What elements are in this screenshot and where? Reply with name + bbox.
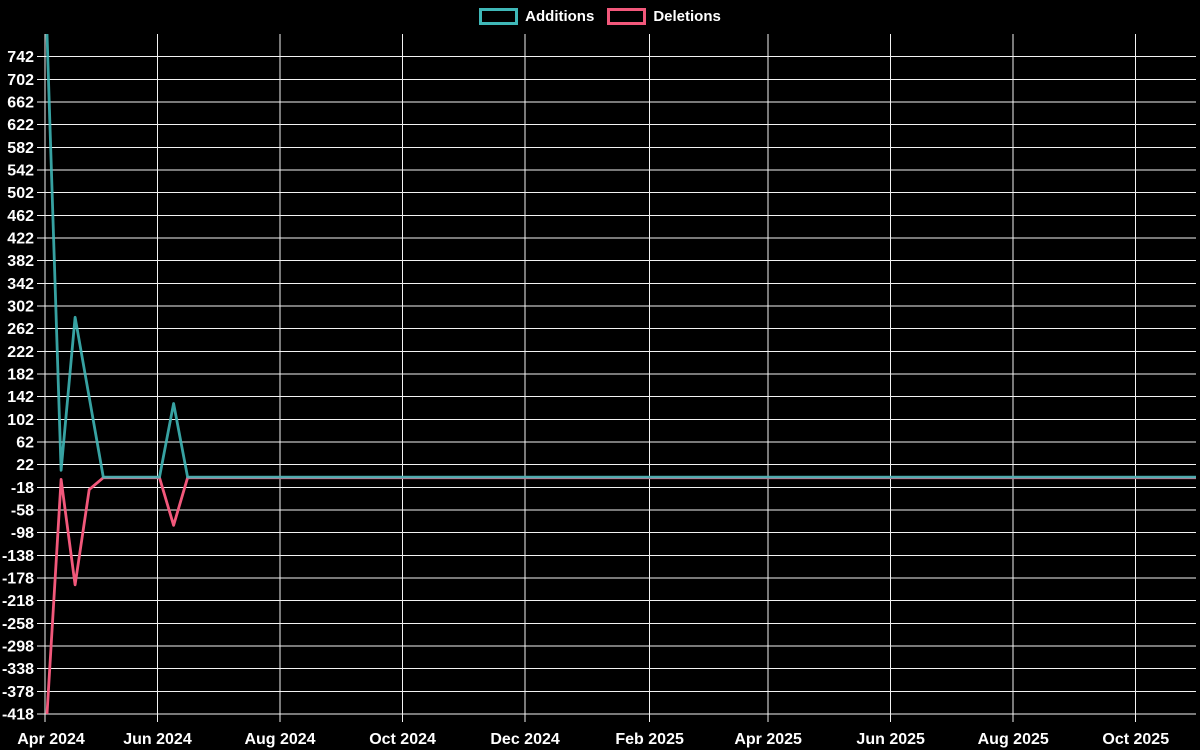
y-tick-label: 102 [7, 412, 34, 429]
y-tick-label: -58 [11, 503, 34, 520]
x-tick-label: Jun 2025 [856, 731, 925, 748]
y-tick-label: 62 [16, 435, 34, 452]
y-tick-label: 22 [16, 457, 34, 474]
x-tick-label: Aug 2024 [244, 731, 315, 748]
y-tick-label: 142 [7, 389, 34, 406]
y-tick-label: 662 [7, 95, 34, 112]
y-tick-label: 302 [7, 299, 34, 316]
x-tick-label: Aug 2025 [978, 731, 1049, 748]
x-tick-label: Jun 2024 [123, 731, 192, 748]
x-tick-label: Oct 2024 [369, 731, 436, 748]
y-tick-label: 502 [7, 185, 34, 202]
x-tick-label: Oct 2025 [1102, 731, 1169, 748]
y-tick-label: -378 [2, 684, 34, 701]
y-tick-label: 582 [7, 140, 34, 157]
y-tick-label: -98 [11, 525, 34, 542]
deletions-swatch-icon [607, 8, 647, 25]
y-tick-label: 422 [7, 231, 34, 248]
x-tick-label: Apr 2025 [734, 731, 802, 748]
y-tick-label: 742 [7, 49, 34, 66]
chart-legend: Additions Deletions [0, 8, 1200, 25]
y-tick-label: 542 [7, 163, 34, 180]
y-tick-label: 462 [7, 208, 34, 225]
legend-item-deletions[interactable]: Deletions [607, 8, 721, 25]
x-tick-label: Feb 2025 [615, 731, 684, 748]
y-tick-label: 622 [7, 117, 34, 134]
y-tick-label: -18 [11, 480, 34, 497]
deletions-line [45, 476, 1196, 715]
y-tick-label: -418 [2, 707, 34, 724]
y-tick-label: 262 [7, 321, 34, 338]
y-tick-label: 342 [7, 276, 34, 293]
additions-swatch-icon [479, 8, 519, 25]
y-tick-label: -138 [2, 548, 34, 565]
y-tick-label: -178 [2, 571, 34, 588]
legend-item-additions[interactable]: Additions [479, 8, 594, 25]
y-tick-label: 382 [7, 253, 34, 270]
y-tick-label: 182 [7, 367, 34, 384]
x-tick-label: Apr 2024 [17, 731, 85, 748]
y-tick-label: -338 [2, 661, 34, 678]
y-tick-label: 702 [7, 72, 34, 89]
y-tick-label: 222 [7, 344, 34, 361]
x-tick-label: Dec 2024 [490, 731, 559, 748]
additions-line [45, 33, 1196, 479]
additions-legend-label: Additions [525, 8, 595, 25]
y-tick-label: -218 [2, 593, 34, 610]
y-tick-label: -298 [2, 639, 34, 656]
deletions-legend-label: Deletions [653, 8, 721, 25]
y-tick-label: -258 [2, 616, 34, 633]
